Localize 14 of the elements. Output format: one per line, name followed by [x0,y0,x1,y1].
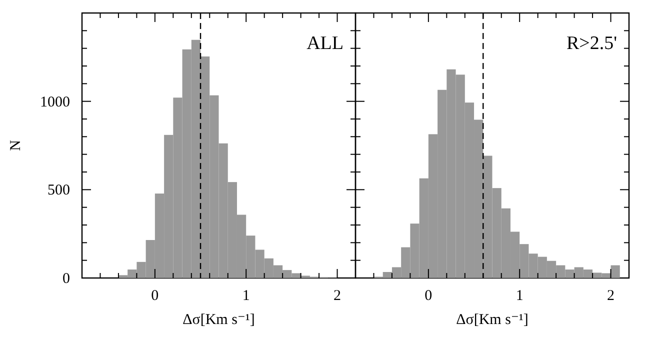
y-tick-label: 1000 [40,94,70,110]
y-axis-title: N [8,140,24,151]
annotation: ALL [306,33,344,54]
x-tick-label: 1 [516,288,524,304]
x-tick-label: 2 [334,288,342,304]
x-axis-title: Δσ[Km s⁻¹] [456,312,528,328]
x-axis-title: Δσ[Km s⁻¹] [182,312,255,328]
x-tick-label: 0 [424,288,432,304]
y-tick-label: 500 [48,182,70,199]
y-tick-label: 0 [62,271,70,287]
x-tick-label: 1 [242,288,250,304]
x-tick-label: 2 [607,288,615,304]
x-tick-label: 0 [151,288,159,304]
annotation: R>2.5' [566,33,617,54]
